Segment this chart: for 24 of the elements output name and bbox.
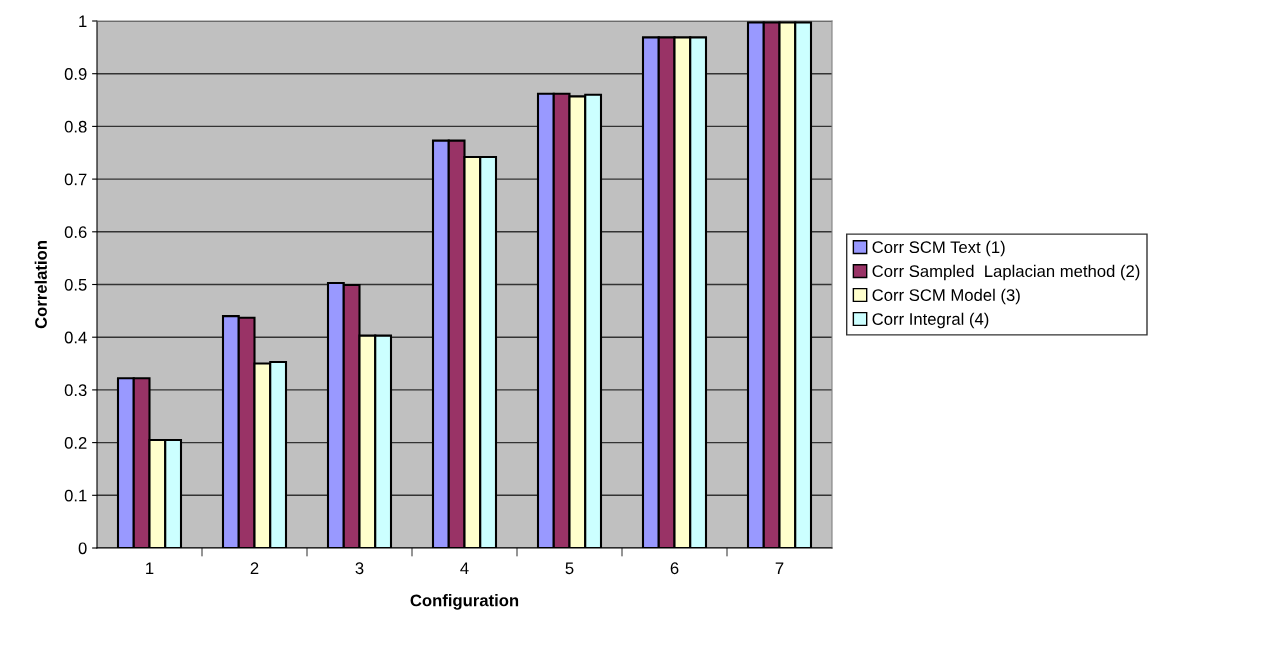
x-axis-title: Configuration (410, 594, 519, 610)
y-tick-label: 0.2 (64, 437, 87, 449)
legend-label: Corr SCM Model (3) (872, 288, 1020, 305)
y-axis-title: Correlation (34, 241, 47, 329)
y-tick-label: 0.6 (64, 226, 87, 238)
x-tick-label: 7 (775, 562, 784, 574)
legend-label: Corr Integral (4) (872, 312, 989, 329)
legend-label: Corr Sampled Laplacian method (2) (872, 264, 1140, 281)
x-tick-label: 3 (355, 562, 364, 575)
y-tick-label: 0.3 (64, 384, 87, 397)
x-tick-label: 6 (670, 562, 679, 575)
x-tick-label: 5 (565, 562, 574, 575)
x-tick-label: 2 (250, 562, 259, 574)
y-tick-label: 0.4 (64, 331, 87, 344)
y-tick-label: 1 (79, 15, 87, 28)
x-tick-label: 1 (146, 562, 154, 574)
x-tick-label: 4 (460, 562, 469, 574)
y-tick-label: 0.8 (64, 120, 87, 133)
y-tick-label: 0.7 (64, 173, 87, 186)
y-tick-label: 0.1 (64, 489, 87, 502)
y-tick-label: 0 (78, 542, 87, 555)
legend-label: Corr SCM Text (1) (872, 240, 1005, 257)
y-tick-label: 0.9 (64, 68, 87, 80)
y-tick-label: 0.5 (64, 278, 87, 291)
